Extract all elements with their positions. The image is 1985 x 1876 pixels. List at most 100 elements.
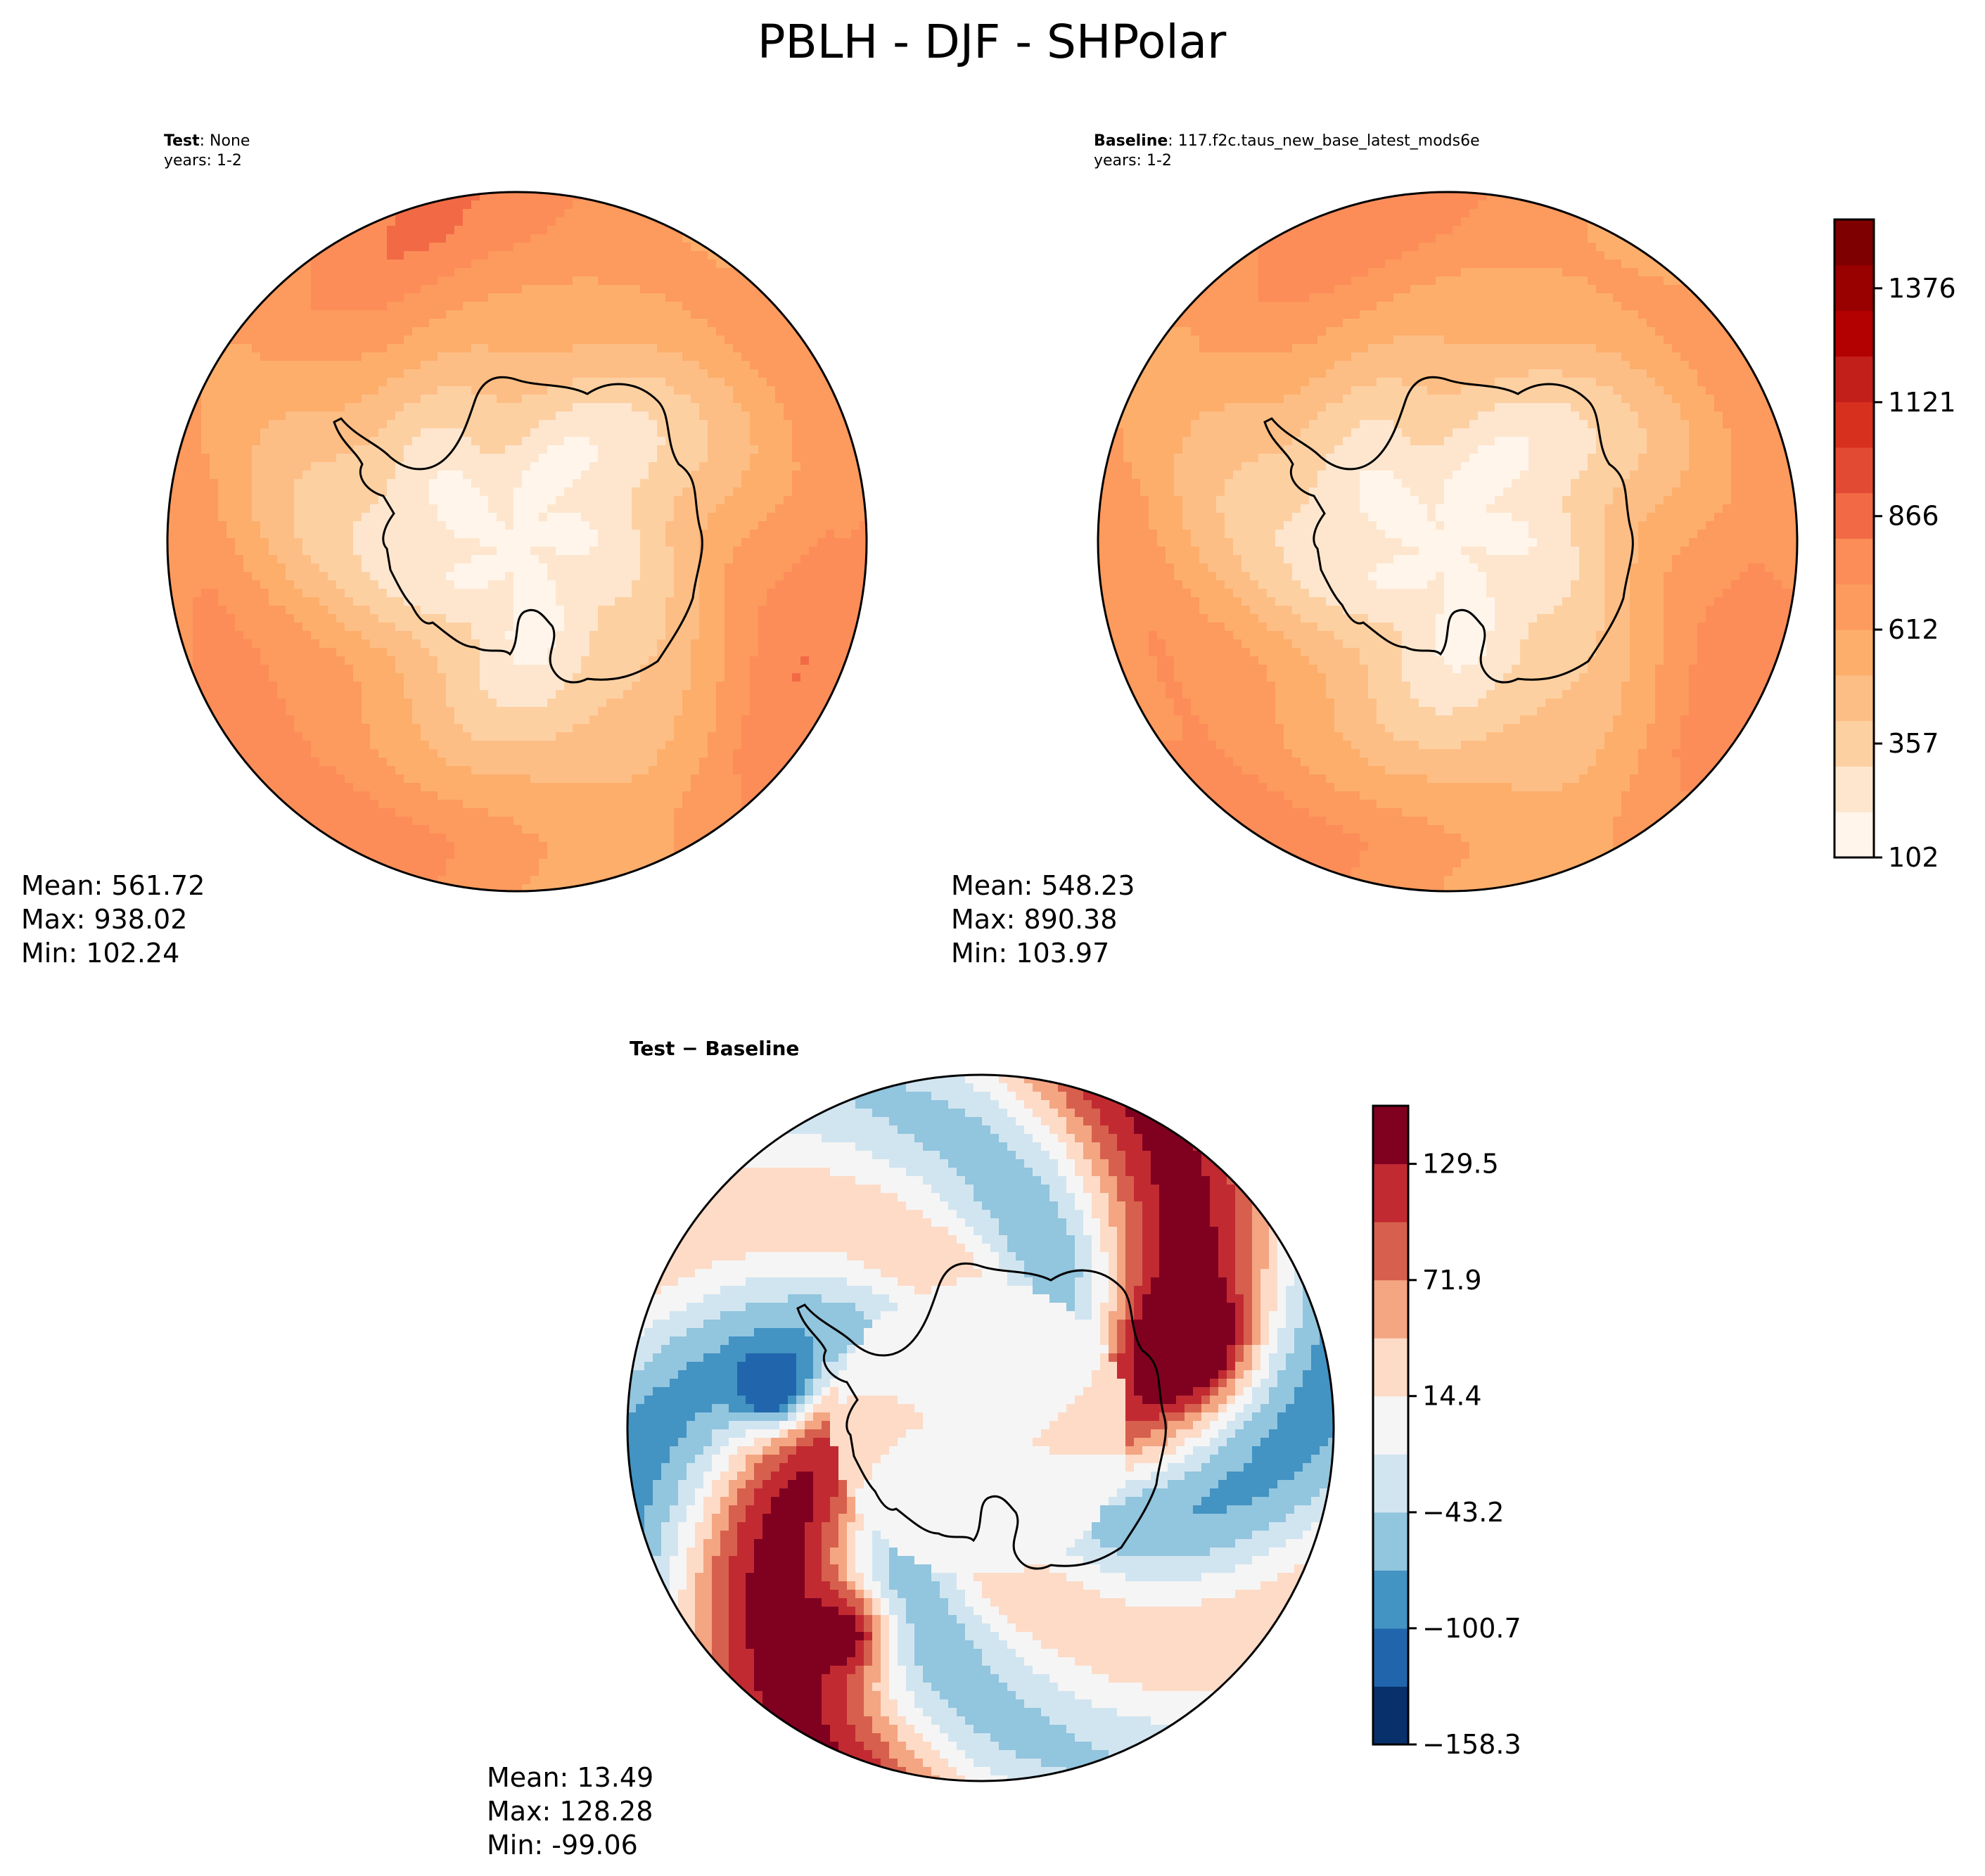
- test-field-cell: [547, 319, 556, 328]
- test-field-cell: [640, 217, 649, 226]
- test-field-cell: [809, 403, 818, 412]
- test-field-cell: [260, 513, 269, 522]
- test-field-cell: [302, 487, 312, 497]
- test-field-cell: [404, 471, 413, 480]
- test-field-cell: [395, 547, 404, 556]
- test-field-cell: [691, 445, 700, 454]
- test-field-cell: [775, 327, 784, 336]
- test-field-cell: [311, 445, 320, 454]
- test-field-cell: [522, 310, 531, 319]
- test-field-cell: [235, 530, 244, 539]
- test-field-cell: [589, 682, 599, 691]
- test-field-cell: [775, 724, 784, 733]
- test-field-cell: [589, 395, 599, 404]
- test-field-cell: [564, 563, 573, 573]
- test-field-cell: [463, 707, 472, 716]
- test-field-cell: [649, 732, 658, 741]
- test-field-cell: [252, 530, 261, 539]
- test-field-cell: [421, 369, 430, 378]
- test-field-cell: [471, 479, 480, 488]
- test-field-cell: [564, 623, 573, 632]
- test-field-cell: [632, 538, 641, 547]
- test-field-cell: [252, 504, 261, 513]
- test-field-cell: [725, 302, 734, 311]
- test-field-cell: [505, 673, 514, 682]
- test-field-cell: [311, 479, 320, 488]
- test-field-cell: [547, 226, 556, 235]
- test-field-cell: [302, 758, 312, 767]
- test-field-cell: [615, 504, 624, 513]
- test-field-cell: [302, 538, 312, 547]
- test-field-cell: [497, 276, 506, 286]
- test-field-cell: [522, 656, 531, 665]
- test-field-cell: [682, 766, 691, 775]
- test-field-cell: [784, 445, 793, 454]
- test-field-cell: [302, 555, 312, 564]
- test-field-cell: [817, 648, 826, 657]
- test-field-cell: [412, 631, 421, 640]
- test-field-cell: [834, 690, 843, 699]
- test-field-cell: [522, 698, 531, 708]
- test-field-cell: [708, 378, 717, 387]
- test-field-cell: [421, 673, 430, 682]
- test-field-cell: [623, 614, 632, 623]
- test-field-cell: [505, 589, 514, 598]
- test-field-cell: [716, 504, 725, 513]
- test-field-cell: [353, 217, 362, 226]
- test-field-cell: [598, 766, 607, 775]
- test-field-cell: [775, 648, 784, 657]
- test-field-cell: [649, 268, 658, 277]
- test-field-cell: [243, 352, 253, 362]
- test-field-cell: [513, 192, 523, 201]
- test-field-cell: [564, 226, 573, 235]
- test-field-cell: [387, 623, 396, 632]
- test-field-cell: [623, 648, 632, 657]
- test-field-cell: [716, 580, 725, 589]
- test-field-cell: [328, 724, 337, 733]
- test-field-cell: [547, 614, 556, 623]
- test-field-cell: [573, 521, 582, 530]
- test-field-cell: [741, 378, 751, 387]
- test-field-cell: [758, 521, 767, 530]
- test-field-cell: [193, 504, 202, 513]
- test-field-cell: [260, 732, 269, 741]
- test-field-cell: [370, 555, 379, 564]
- test-field-cell: [446, 715, 455, 725]
- test-field-cell: [328, 606, 337, 615]
- test-field-cell: [860, 623, 867, 632]
- test-field-cell: [201, 395, 210, 404]
- test-field-cell: [809, 656, 818, 665]
- test-field-cell: [497, 234, 506, 243]
- test-field-cell: [606, 732, 615, 741]
- test-field-cell: [362, 698, 371, 708]
- test-field-cell: [556, 623, 565, 632]
- test-field-cell: [328, 361, 337, 370]
- test-field-cell: [513, 766, 523, 775]
- test-field-cell: [564, 302, 573, 311]
- test-field-cell: [438, 547, 447, 556]
- test-field-cell: [513, 285, 523, 294]
- test-field-cell: [691, 639, 700, 649]
- test-field-cell: [446, 623, 455, 632]
- test-field-cell: [682, 293, 691, 302]
- test-field-cell: [573, 327, 582, 336]
- test-field-cell: [260, 344, 269, 353]
- test-field-cell: [606, 234, 615, 243]
- test-field-cell: [581, 606, 590, 615]
- test-field-cell: [201, 471, 210, 480]
- test-field-cell: [843, 580, 852, 589]
- test-field-cell: [640, 369, 649, 378]
- test-field-cell: [362, 310, 371, 319]
- test-field-cell: [564, 597, 573, 606]
- test-field-cell: [328, 471, 337, 480]
- test-field-cell: [446, 673, 455, 682]
- test-field-cell: [606, 352, 615, 362]
- test-field-cell: [218, 336, 227, 345]
- test-field-cell: [505, 276, 514, 286]
- test-field-cell: [556, 276, 565, 286]
- test-field-cell: [429, 445, 438, 454]
- test-field-cell: [260, 479, 269, 488]
- test-field-cell: [328, 580, 337, 589]
- test-field-cell: [505, 454, 514, 463]
- test-field-cell: [556, 437, 565, 446]
